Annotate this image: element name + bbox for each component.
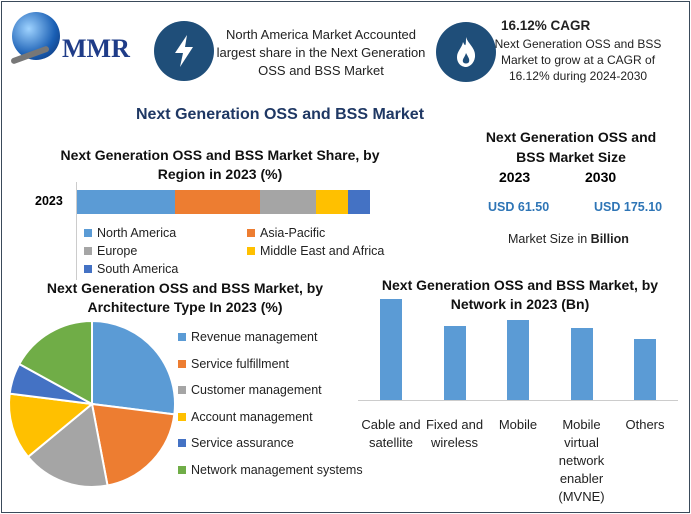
region-segment-south-america (347, 190, 370, 214)
network-category-label: Mobile (498, 417, 538, 432)
legend-label: Service assurance (191, 436, 294, 450)
region-stacked-bar (77, 190, 370, 214)
region-legend-item: Middle East and Africa (247, 244, 384, 258)
network-category-label: Cable and satellite (361, 417, 421, 450)
region-legend-item: South America (84, 262, 178, 276)
flame-icon (436, 22, 496, 82)
legend-label: Middle East and Africa (260, 244, 385, 258)
region-year-label: 2023 (35, 194, 63, 208)
region-chart-title: Next Generation OSS and BSS Market Share… (60, 147, 380, 182)
legend-swatch (178, 412, 186, 421)
region-legend-item: Europe (84, 244, 137, 258)
legend-swatch (178, 439, 186, 447)
logo-text: MMR (62, 34, 130, 63)
pie-slice-customer-management (26, 402, 109, 488)
architecture-pie-chart (8, 319, 176, 488)
legend-label: Service fulfillment (191, 356, 289, 371)
region-legend-item: North America (84, 226, 176, 240)
size-value-2023: USD 61.50 (488, 200, 550, 214)
network-bar (443, 326, 466, 400)
pie-slice-network-management-systems (17, 319, 93, 406)
network-category-label: Mobile virtual network enabler (MVNE) (558, 417, 605, 504)
legend-swatch (84, 265, 92, 273)
architecture-legend-item: Service fulfillment (178, 357, 289, 371)
region-segment-europe (260, 190, 316, 214)
fact-north-america: North America Market Accounted largest s… (216, 27, 426, 78)
size-title: Next Generation OSS and BSS Market Size (485, 129, 657, 165)
legend-label: South America (97, 262, 179, 276)
pie-slice-service-fulfillment (90, 402, 176, 487)
network-category-label: Others (625, 417, 665, 432)
mmr-logo: MMR (10, 10, 140, 70)
architecture-legend-item: Network management systems (178, 463, 363, 477)
region-legend-item: Asia-Pacific (247, 226, 325, 240)
size-unit-note: Market Size in Billion (508, 232, 629, 246)
architecture-chart-title: Next Generation OSS and BSS Market, by A… (46, 280, 324, 315)
size-year-2023: 2023 (499, 169, 531, 185)
legend-swatch (178, 465, 186, 474)
size-year-2030: 2030 (585, 169, 617, 185)
legend-swatch (178, 359, 186, 368)
legend-label: Europe (97, 244, 138, 258)
legend-swatch (178, 333, 186, 341)
network-bar (380, 299, 402, 400)
network-bar (507, 320, 529, 400)
network-category-label: Fixed and wireless (425, 417, 484, 450)
network-chart-title: Next Generation OSS and BSS Market, by N… (381, 277, 659, 312)
region-segment-north-america (77, 190, 176, 214)
legend-label: Network management systems (191, 462, 363, 477)
architecture-legend-item: Account management (178, 410, 313, 424)
pie-slice-revenue-management (91, 319, 176, 416)
lightning-icon (154, 21, 214, 81)
legend-swatch (84, 247, 92, 255)
cagr-text: Next Generation OSS and BSS Market to gr… (494, 37, 662, 83)
legend-label: Asia-Pacific (260, 226, 326, 240)
legend-swatch (247, 247, 255, 255)
legend-swatch (178, 386, 186, 394)
legend-label: Account management (191, 409, 313, 424)
legend-swatch (247, 229, 255, 237)
main-title: Next Generation OSS and BSS Market (135, 106, 425, 123)
legend-swatch (84, 229, 92, 237)
pie-slice-account-management (8, 392, 95, 459)
region-segment-asia-pacific (175, 190, 261, 214)
legend-label: Revenue management (191, 330, 318, 344)
size-value-2030: USD 175.10 (594, 200, 663, 214)
legend-label: North America (97, 226, 177, 240)
cagr-title: 16.12% CAGR (501, 18, 591, 33)
network-bar (570, 328, 593, 400)
architecture-legend-item: Revenue management (178, 330, 317, 344)
architecture-legend-item: Customer management (178, 383, 322, 397)
network-bar (634, 339, 656, 400)
region-segment-middle-east-and-africa (315, 190, 348, 214)
legend-label: Customer management (191, 383, 322, 397)
architecture-legend-item: Service assurance (178, 436, 294, 450)
